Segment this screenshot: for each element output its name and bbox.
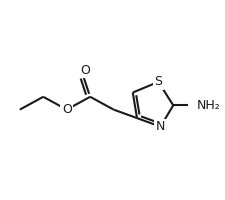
- Text: O: O: [62, 103, 72, 116]
- Text: O: O: [80, 64, 90, 77]
- Text: N: N: [156, 120, 165, 133]
- Text: S: S: [154, 75, 162, 88]
- Text: NH₂: NH₂: [197, 99, 220, 112]
